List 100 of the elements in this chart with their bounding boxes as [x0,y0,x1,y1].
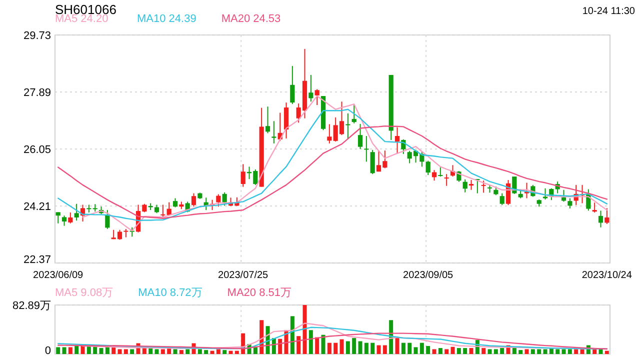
bar [512,348,516,354]
bar [327,342,332,354]
bar [450,346,455,354]
bar [154,349,159,354]
bar [395,338,400,354]
candlestick [592,202,597,214]
bar [222,350,227,354]
bar [346,341,350,354]
bar [62,347,66,354]
candlestick [462,178,468,193]
candlestick [500,192,504,206]
bar [148,348,153,354]
bar [173,349,178,354]
bar [198,349,202,354]
candlestick [62,215,67,226]
candlestick [74,203,79,222]
bar [488,349,492,354]
candlestick [56,212,60,224]
bar [604,350,609,354]
candlestick [358,123,363,150]
candlestick [346,112,350,140]
bar [426,346,430,354]
bar [290,316,294,354]
x-tick-label: 2023/10/24 [582,270,632,281]
bar [382,345,387,354]
candlestick [364,135,369,162]
candlestick [438,166,443,178]
candlestick [290,65,295,105]
candlestick [468,179,474,190]
text: 10-24 11:30 [582,6,636,17]
candlestick [272,120,276,144]
text: MA5 9.08万 [55,287,114,299]
bar [93,346,98,354]
bar [315,337,320,354]
y-tick-label: 0 [44,345,51,357]
bar [321,334,326,354]
candlestick [191,192,196,208]
bar [204,350,208,354]
candlestick [370,149,375,175]
candlestick [444,174,449,186]
bar [598,349,603,354]
bar [494,349,498,354]
candlestick [105,210,110,230]
bar [568,349,572,354]
bar [444,349,449,354]
bar [518,350,523,354]
y-tick-label: 27.89 [23,87,51,99]
candlestick [481,180,486,194]
candlestick [352,104,356,124]
bar [124,349,128,354]
bar [592,349,597,354]
bar [574,349,578,354]
bar [463,348,468,354]
bar [376,345,381,354]
bar [228,350,233,354]
text: MA10 8.72万 [138,287,202,299]
text: MA20 8.51万 [227,287,292,299]
bar [482,348,486,354]
candlestick [604,208,610,224]
bar [99,348,104,354]
bar [543,349,548,354]
bar [432,349,436,354]
candlestick [542,188,548,200]
x-tick-label: 2023/06/09 [33,270,84,281]
bar [210,350,214,354]
bar [438,348,442,354]
y-tick-label: 29.73 [23,30,51,42]
candlestick [216,194,221,208]
bar [308,330,313,354]
bar [112,347,116,354]
bar [253,347,258,354]
bar [530,349,535,354]
y-tick-label: 24.21 [23,201,51,213]
bar [352,338,356,354]
candlestick [308,74,314,102]
candlestick [314,88,320,106]
line-series [57,332,608,350]
bar [456,348,461,354]
bar [556,349,560,354]
bar [74,346,79,354]
candlestick [598,210,604,228]
text: MA5 24.20 [55,13,108,25]
bar [408,342,412,354]
bar [296,336,301,354]
bar [358,341,362,354]
candlestick [568,198,572,209]
bar [562,349,566,354]
candlestick [327,124,332,144]
x-tick-label: 2023/09/05 [403,270,454,281]
bar [68,347,72,354]
y-tick-label: 82.89万 [12,300,51,312]
bar [118,349,122,354]
bar [179,350,184,354]
candlestick [68,212,73,224]
bar [234,350,239,354]
bar [364,342,368,354]
candlestick [160,204,166,218]
bar [130,349,134,354]
bar [340,339,344,354]
candlestick [432,170,437,182]
